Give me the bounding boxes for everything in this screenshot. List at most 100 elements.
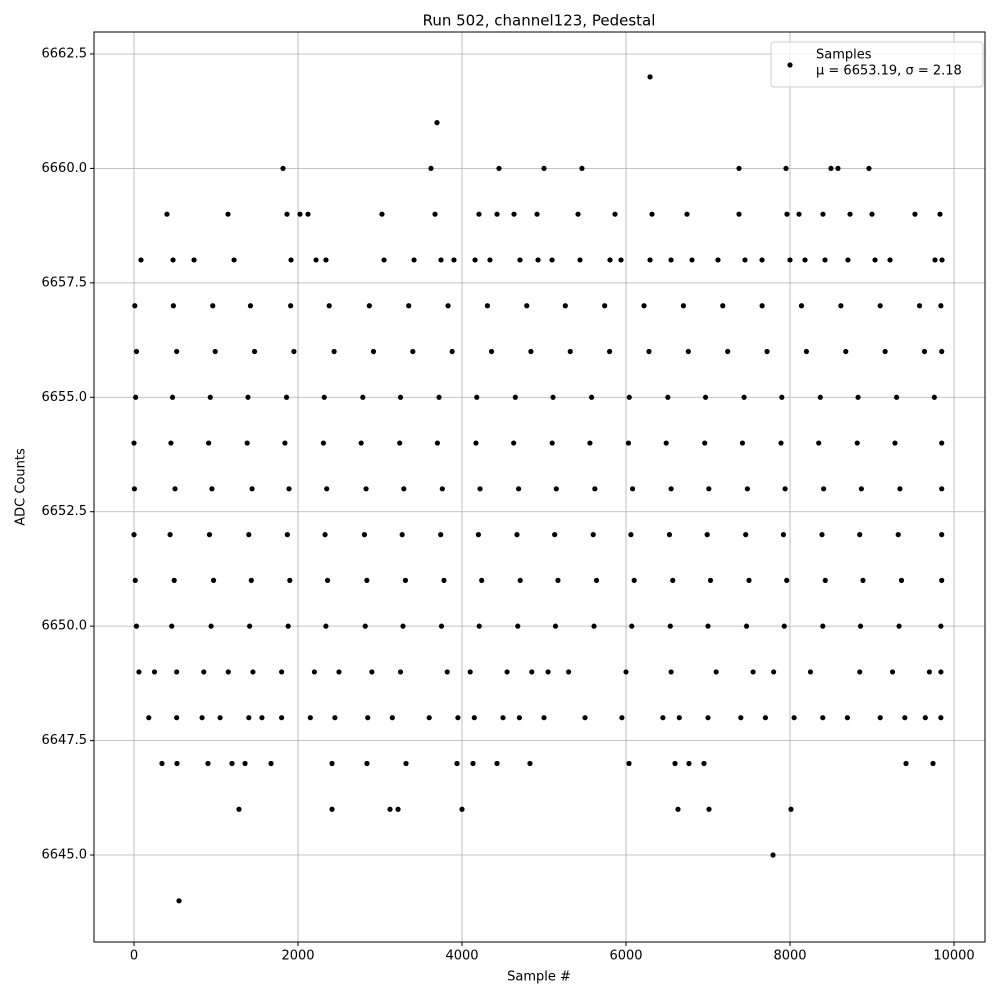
point <box>872 257 878 263</box>
point <box>364 760 370 767</box>
point <box>323 623 329 629</box>
point <box>860 577 866 583</box>
point <box>764 348 770 355</box>
point <box>939 532 945 538</box>
point <box>552 532 558 538</box>
point <box>607 348 613 355</box>
point <box>843 348 849 355</box>
point <box>399 532 405 538</box>
point <box>577 257 583 263</box>
point <box>504 669 510 675</box>
point <box>889 669 896 675</box>
point <box>172 486 178 492</box>
point <box>939 440 945 446</box>
point <box>541 165 547 172</box>
point <box>365 715 371 721</box>
point <box>626 760 632 767</box>
point <box>191 257 197 263</box>
point <box>500 715 506 721</box>
point <box>828 165 834 172</box>
point <box>592 486 598 492</box>
point <box>455 715 461 721</box>
point <box>567 348 573 355</box>
point <box>225 211 231 217</box>
point <box>788 806 794 812</box>
point <box>285 623 291 629</box>
point <box>783 165 789 172</box>
point <box>138 257 144 263</box>
y-axis-label: ADC Counts <box>14 448 29 526</box>
point <box>582 715 588 721</box>
point <box>209 486 215 492</box>
point <box>912 211 918 217</box>
point <box>931 394 937 400</box>
point <box>746 577 752 583</box>
point <box>515 486 522 492</box>
point <box>821 486 827 492</box>
point <box>410 348 416 355</box>
point <box>279 715 285 721</box>
point <box>324 577 331 583</box>
point <box>744 486 750 492</box>
point <box>511 211 517 217</box>
point <box>311 669 318 675</box>
point <box>791 715 797 721</box>
y-tick-label: 6647.5 <box>42 733 88 748</box>
point <box>938 715 944 721</box>
point <box>822 577 828 583</box>
point <box>816 440 822 446</box>
point <box>171 577 177 583</box>
point <box>770 852 776 858</box>
point <box>715 257 721 263</box>
point <box>438 532 444 538</box>
point <box>136 669 142 675</box>
point <box>329 806 335 812</box>
point <box>445 303 451 309</box>
marks <box>131 74 945 904</box>
point <box>426 715 432 721</box>
point <box>847 211 853 217</box>
x-tick-label: 2000 <box>281 949 314 964</box>
point <box>397 440 403 446</box>
point <box>438 257 444 263</box>
point <box>324 486 330 492</box>
point <box>939 348 945 355</box>
point <box>514 532 520 538</box>
point <box>331 348 337 355</box>
point <box>844 715 851 721</box>
point <box>779 394 785 400</box>
point <box>283 394 290 400</box>
point <box>170 257 176 263</box>
point <box>895 532 901 538</box>
point <box>217 715 223 721</box>
point <box>259 715 265 721</box>
point <box>593 577 600 583</box>
point <box>720 303 726 309</box>
point <box>739 440 746 446</box>
point <box>472 257 478 263</box>
point <box>898 577 905 583</box>
point <box>877 303 883 309</box>
point <box>845 257 851 263</box>
legend-marker <box>787 62 793 68</box>
point <box>922 715 928 721</box>
point <box>361 532 368 538</box>
point <box>206 532 213 538</box>
point <box>784 211 790 217</box>
point <box>742 257 748 263</box>
point <box>439 486 445 492</box>
point <box>759 257 765 263</box>
point <box>713 669 719 675</box>
point <box>151 669 158 675</box>
point <box>835 165 841 172</box>
point <box>897 486 903 492</box>
point <box>902 715 908 721</box>
point <box>838 303 844 309</box>
point <box>820 623 826 629</box>
point <box>780 532 787 538</box>
point <box>434 120 440 126</box>
point <box>329 760 335 767</box>
point <box>174 715 180 721</box>
point <box>527 760 533 767</box>
point <box>591 623 597 629</box>
